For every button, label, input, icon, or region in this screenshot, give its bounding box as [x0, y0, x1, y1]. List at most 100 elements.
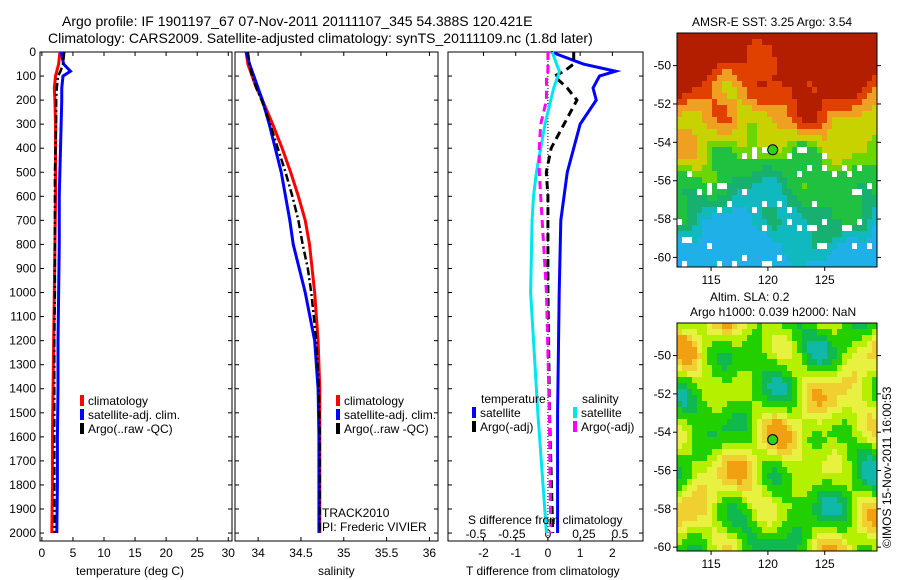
heatmap-cell: [777, 437, 782, 443]
heatmap-cell: [762, 237, 767, 243]
heatmap-cell: [802, 165, 807, 171]
heatmap-cell: [682, 323, 687, 329]
heatmap-cell: [852, 183, 857, 189]
heatmap-cell: [692, 213, 697, 219]
heatmap-cell: [777, 449, 782, 455]
heatmap-cell: [767, 425, 772, 431]
heatmap-cell: [817, 521, 822, 527]
heatmap-cell: [677, 359, 682, 365]
heatmap-cell: [807, 129, 812, 135]
heatmap-cell: [687, 425, 692, 431]
heatmap-cell: [777, 135, 782, 141]
heatmap-cell: [722, 111, 727, 117]
heatmap-cell: [732, 359, 737, 365]
heatmap-cell: [827, 111, 832, 117]
heatmap-cell: [832, 455, 837, 461]
heatmap-cell: [757, 341, 762, 347]
heatmap-cell: [717, 135, 722, 141]
heatmap-cell: [837, 177, 842, 183]
heatmap-cell: [697, 539, 702, 545]
heatmap-cell: [682, 159, 687, 165]
heatmap-cell: [862, 75, 867, 81]
heatmap-cell: [682, 231, 687, 237]
heatmap-cell: [677, 419, 682, 425]
heatmap-cell: [797, 141, 802, 147]
heatmap-cell: [792, 171, 797, 177]
heatmap-cell: [712, 153, 717, 159]
heatmap-cell: [722, 527, 727, 533]
heatmap-cell: [777, 261, 782, 267]
heatmap-cell: [777, 491, 782, 497]
heatmap-cell: [712, 515, 717, 521]
heatmap-cell: [747, 39, 752, 45]
heatmap-cell: [712, 123, 717, 129]
heatmap-cell: [707, 383, 712, 389]
heatmap-cell: [787, 521, 792, 527]
heatmap-cell: [762, 189, 767, 195]
heatmap-cell: [867, 401, 872, 407]
heatmap-cell: [797, 75, 802, 81]
heatmap-cell: [757, 231, 762, 237]
heatmap-cell: [812, 341, 817, 347]
heatmap-cell: [827, 207, 832, 213]
heatmap-cell: [802, 63, 807, 69]
heatmap-cell: [797, 455, 802, 461]
heatmap-cell: [722, 485, 727, 491]
heatmap-cell: [812, 419, 817, 425]
heatmap-cell: [772, 515, 777, 521]
heatmap-cell: [682, 81, 687, 87]
heatmap-cell: [737, 365, 742, 371]
heatmap-cell: [817, 371, 822, 377]
heatmap-cell: [722, 57, 727, 63]
heatmap-cell: [787, 141, 792, 147]
heatmap-cell: [697, 431, 702, 437]
heatmap-cell: [732, 329, 737, 335]
heatmap-cell: [822, 69, 827, 75]
heatmap-cell: [817, 237, 822, 243]
heatmap-cell: [707, 81, 712, 87]
heatmap-cell: [682, 237, 687, 243]
heatmap-cell: [852, 165, 857, 171]
heatmap-cell: [767, 201, 772, 207]
heatmap-cell: [812, 171, 817, 177]
heatmap-cell: [862, 527, 867, 533]
heatmap-cell: [707, 39, 712, 45]
heatmap-cell: [782, 509, 787, 515]
heatmap-cell: [737, 431, 742, 437]
heatmap-cell: [732, 105, 737, 111]
heatmap-cell: [732, 57, 737, 63]
heatmap-cell: [842, 243, 847, 249]
heatmap-cell: [812, 87, 817, 93]
heatmap-cell: [707, 87, 712, 93]
heatmap-cell: [682, 99, 687, 105]
heatmap-cell: [772, 183, 777, 189]
heatmap-cell: [737, 485, 742, 491]
heatmap-cell: [737, 371, 742, 377]
heatmap-cell: [767, 329, 772, 335]
heatmap-cell: [782, 491, 787, 497]
heatmap-cell: [702, 401, 707, 407]
heatmap-cell: [697, 63, 702, 69]
heatmap-cell: [847, 335, 852, 341]
heatmap-cell: [842, 431, 847, 437]
heatmap-cell: [792, 383, 797, 389]
heatmap-cell: [687, 111, 692, 117]
heatmap-cell: [677, 323, 682, 329]
heatmap-cell: [787, 473, 792, 479]
heatmap-cell: [842, 45, 847, 51]
heatmap-cell: [747, 443, 752, 449]
heatmap-cell: [687, 395, 692, 401]
heatmap-cell: [762, 533, 767, 539]
heatmap-cell: [687, 503, 692, 509]
heatmap-cell: [857, 249, 862, 255]
heatmap-cell: [842, 195, 847, 201]
heatmap-cell: [772, 347, 777, 353]
heatmap-cell: [837, 225, 842, 231]
heatmap-cell: [852, 207, 857, 213]
legend-label: satellite: [581, 406, 622, 420]
heatmap-cell: [697, 177, 702, 183]
heatmap-cell: [812, 485, 817, 491]
x-tick-label: 35: [337, 546, 351, 560]
heatmap-cell: [872, 335, 877, 341]
heatmap-cell: [867, 249, 872, 255]
